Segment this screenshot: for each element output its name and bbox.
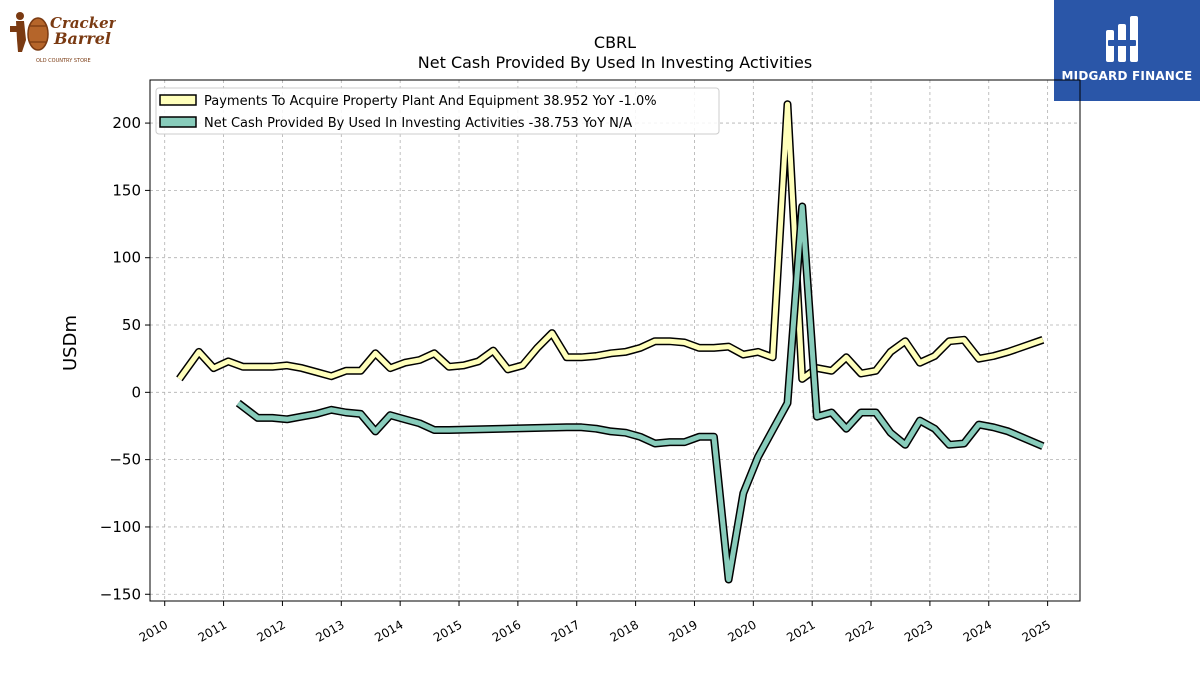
x-tick-label: 2024 xyxy=(961,617,994,644)
x-tick-label: 2012 xyxy=(254,617,287,644)
x-tick-label: 2025 xyxy=(1020,617,1053,644)
grid xyxy=(150,80,1080,601)
x-tick-label: 2015 xyxy=(431,617,464,644)
brand-name: MIDGARD FINANCE xyxy=(1061,69,1193,83)
x-tick-label: 2023 xyxy=(902,617,935,644)
plot-frame xyxy=(149,79,1081,602)
y-tick-label: 50 xyxy=(122,316,141,334)
x-tick-label: 2021 xyxy=(784,617,817,644)
y-tick-label: 150 xyxy=(112,181,141,199)
midgard-mark-icon xyxy=(1106,16,1138,62)
x-tick-label: 2018 xyxy=(608,617,641,644)
legend-swatch-1 xyxy=(159,116,197,128)
legend: Payments To Acquire Property Plant And E… xyxy=(155,87,720,135)
series-line-0 xyxy=(177,101,1044,382)
series-lines xyxy=(176,100,1045,584)
legend-swatch-0 xyxy=(159,94,197,106)
y-tick-label: −50 xyxy=(109,451,141,469)
x-tick-label: 2013 xyxy=(313,617,346,644)
y-tick-label: 100 xyxy=(112,249,141,267)
x-tick-label: 2022 xyxy=(843,617,876,644)
y-axis-label: USDm xyxy=(60,315,81,371)
x-tick-label: 2014 xyxy=(372,617,405,644)
x-tick-label: 2010 xyxy=(137,617,170,644)
x-tick-label: 2016 xyxy=(490,617,523,644)
legend-box xyxy=(155,87,720,135)
chart-title: CBRL xyxy=(594,33,636,52)
x-tick-label: 2011 xyxy=(196,617,229,644)
cracker-barrel-logo: Cracker Barrel OLD COUNTRY STORE xyxy=(4,4,118,66)
legend-label-1: Net Cash Provided By Used In Investing A… xyxy=(204,116,632,131)
logo-line2: Barrel xyxy=(53,29,111,48)
logo-tagline: OLD COUNTRY STORE xyxy=(36,58,91,64)
x-tick-label: 2017 xyxy=(549,617,582,644)
legend-label-0: Payments To Acquire Property Plant And E… xyxy=(204,94,657,109)
chart-subtitle: Net Cash Provided By Used In Investing A… xyxy=(418,53,812,72)
midgard-finance-logo: MIDGARD FINANCE xyxy=(1054,0,1200,101)
axes: −150 −100 −50 0 50 100 150 200 2010 2011 2012 2013 2… xyxy=(100,114,1053,645)
series-outline-1 xyxy=(235,202,1045,584)
series-line-1 xyxy=(236,204,1044,582)
x-tick-label: 2020 xyxy=(725,617,758,644)
series-outline-0 xyxy=(176,100,1045,383)
logo-line1: Cracker xyxy=(50,14,116,32)
y-tick-label: −100 xyxy=(100,518,141,536)
x-tick-label: 2019 xyxy=(667,617,700,644)
y-tick-label: −150 xyxy=(100,585,141,603)
y-tick-label: 200 xyxy=(112,114,141,132)
y-tick-label: 0 xyxy=(131,383,141,401)
